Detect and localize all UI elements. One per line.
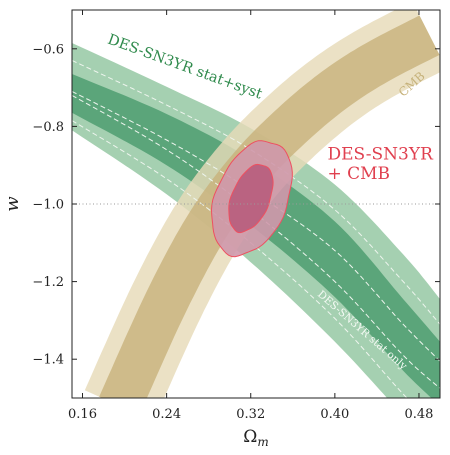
x-tick-label: 0.16: [68, 407, 97, 422]
sn-stat-68-lower-line: [72, 94, 440, 389]
x-tick-label: 0.48: [404, 407, 433, 422]
plot-area: [72, 10, 440, 398]
y-tick-label: −0.6: [32, 42, 64, 57]
x-tick-label: 0.32: [236, 407, 265, 422]
y-tick-label: −1.2: [32, 275, 64, 290]
x-axis-label: Ωm: [243, 427, 269, 449]
sn-syst-68-region: [72, 74, 440, 398]
x-tick-label: 0.24: [152, 407, 181, 422]
joint-68-region: [228, 163, 274, 234]
joint-label-line2: + CMB: [327, 164, 390, 184]
y-tick-label: −1.4: [32, 353, 64, 368]
sn-stat-95-lower-line: [72, 120, 408, 398]
y-tick-label: −0.8: [32, 120, 64, 135]
sn-stat-68-upper-line: [72, 91, 440, 362]
joint-label-line1: DES-SN3YR: [327, 144, 434, 164]
sn-stat-95-upper-line: [72, 59, 440, 325]
y-tick-label: −1.0: [32, 198, 64, 213]
x-tick-label: 0.40: [320, 407, 349, 422]
cmb-68-region: [99, 15, 440, 398]
y-axis-label: w: [2, 196, 23, 212]
axis-ticks: 0.16 0.24 0.32 0.40 0.48 −1.4 −1.2 −1.0 −0.8 −0.6: [32, 10, 440, 422]
